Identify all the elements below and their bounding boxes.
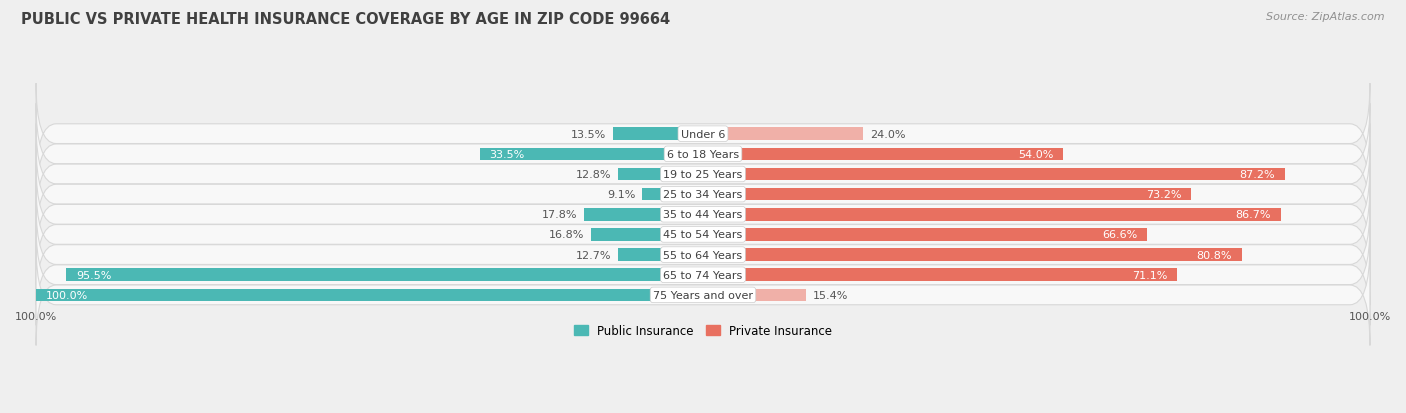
Text: 75 Years and over: 75 Years and over bbox=[652, 290, 754, 300]
Text: 16.8%: 16.8% bbox=[548, 230, 585, 240]
FancyBboxPatch shape bbox=[37, 164, 1369, 265]
Bar bbox=[703, 289, 806, 301]
Text: 95.5%: 95.5% bbox=[76, 270, 111, 280]
Text: 33.5%: 33.5% bbox=[489, 150, 524, 159]
Text: 19 to 25 Years: 19 to 25 Years bbox=[664, 170, 742, 180]
Text: PUBLIC VS PRIVATE HEALTH INSURANCE COVERAGE BY AGE IN ZIP CODE 99664: PUBLIC VS PRIVATE HEALTH INSURANCE COVER… bbox=[21, 12, 671, 27]
Bar bbox=[613, 128, 703, 140]
Text: 15.4%: 15.4% bbox=[813, 290, 848, 300]
Text: 35 to 44 Years: 35 to 44 Years bbox=[664, 210, 742, 220]
Bar bbox=[703, 269, 1177, 281]
Text: 86.7%: 86.7% bbox=[1236, 210, 1271, 220]
FancyBboxPatch shape bbox=[37, 245, 1369, 346]
Bar bbox=[37, 289, 703, 301]
Text: 12.8%: 12.8% bbox=[575, 170, 612, 180]
Text: 55 to 64 Years: 55 to 64 Years bbox=[664, 250, 742, 260]
Bar bbox=[703, 188, 1191, 201]
Text: 71.1%: 71.1% bbox=[1132, 270, 1167, 280]
Bar bbox=[703, 128, 863, 140]
FancyBboxPatch shape bbox=[37, 104, 1369, 205]
Bar bbox=[619, 249, 703, 261]
Bar bbox=[643, 188, 703, 201]
FancyBboxPatch shape bbox=[37, 84, 1369, 185]
FancyBboxPatch shape bbox=[37, 184, 1369, 285]
Text: Source: ZipAtlas.com: Source: ZipAtlas.com bbox=[1267, 12, 1385, 22]
FancyBboxPatch shape bbox=[37, 204, 1369, 306]
Bar bbox=[591, 229, 703, 241]
Text: 80.8%: 80.8% bbox=[1197, 250, 1232, 260]
FancyBboxPatch shape bbox=[37, 144, 1369, 245]
Bar bbox=[703, 249, 1241, 261]
Text: 87.2%: 87.2% bbox=[1239, 170, 1274, 180]
Text: 24.0%: 24.0% bbox=[870, 129, 905, 139]
Bar bbox=[703, 148, 1063, 161]
Text: 73.2%: 73.2% bbox=[1146, 190, 1181, 199]
Text: 100.0%: 100.0% bbox=[46, 290, 89, 300]
Bar bbox=[617, 169, 703, 181]
Text: 12.7%: 12.7% bbox=[576, 250, 612, 260]
Text: 54.0%: 54.0% bbox=[1018, 150, 1053, 159]
Bar bbox=[703, 209, 1281, 221]
Text: 6 to 18 Years: 6 to 18 Years bbox=[666, 150, 740, 159]
FancyBboxPatch shape bbox=[37, 225, 1369, 325]
Text: 17.8%: 17.8% bbox=[543, 210, 578, 220]
Bar bbox=[703, 169, 1285, 181]
Bar bbox=[479, 148, 703, 161]
Text: 66.6%: 66.6% bbox=[1102, 230, 1137, 240]
Text: 25 to 34 Years: 25 to 34 Years bbox=[664, 190, 742, 199]
Text: 45 to 54 Years: 45 to 54 Years bbox=[664, 230, 742, 240]
Text: Under 6: Under 6 bbox=[681, 129, 725, 139]
Bar bbox=[585, 209, 703, 221]
Bar bbox=[66, 269, 703, 281]
FancyBboxPatch shape bbox=[37, 124, 1369, 225]
Legend: Public Insurance, Private Insurance: Public Insurance, Private Insurance bbox=[569, 320, 837, 342]
Text: 9.1%: 9.1% bbox=[607, 190, 636, 199]
Text: 13.5%: 13.5% bbox=[571, 129, 606, 139]
Bar bbox=[703, 229, 1147, 241]
Text: 65 to 74 Years: 65 to 74 Years bbox=[664, 270, 742, 280]
